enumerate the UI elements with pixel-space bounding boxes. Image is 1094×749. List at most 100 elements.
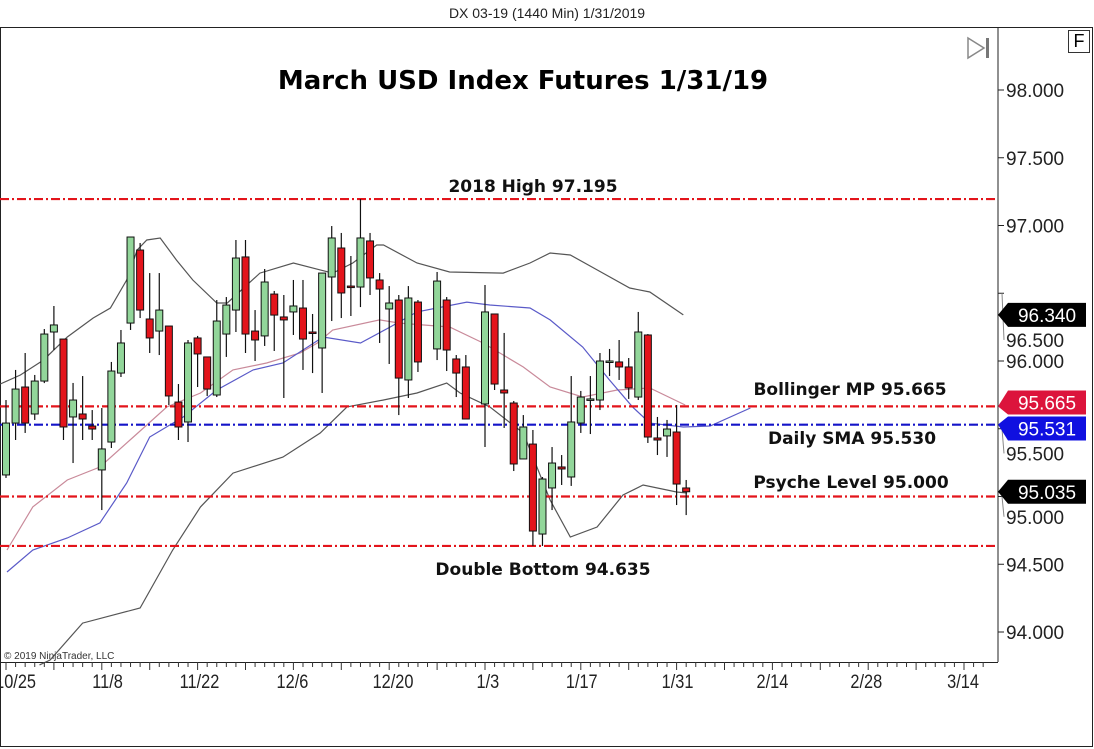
level-label: Double Bottom 94.635 [435,560,650,580]
candle-body [586,398,595,401]
candle-body [576,396,585,424]
y-tick-label: 97.000 [1006,217,1064,238]
chart-frame [0,27,1093,747]
candle [394,295,403,416]
x-tick-label: 1/31 [662,671,694,692]
candle-body [222,304,231,335]
candle [279,295,288,398]
price-marker: 96.340 [998,302,1086,327]
candle-body [231,257,240,311]
candle [212,300,221,398]
candle [413,300,422,372]
price-marker-badge [998,416,1086,441]
candle-body [481,311,489,405]
x-tick-label: 11/22 [180,671,220,692]
candle-body [30,380,39,415]
candle-body [538,478,547,535]
candle-body [509,402,518,465]
bollinger-lower-line [39,382,688,666]
candle [500,332,509,428]
chart-title: March USD Index Futures 1/31/19 [278,66,768,96]
candle-body [136,249,145,311]
candle-body [375,279,384,290]
y-tick-label: 96.000 [1006,352,1064,373]
y-tick-label: 97.500 [1006,149,1064,170]
candle-body [289,305,298,313]
candle [270,290,279,351]
candle-body [663,428,672,437]
candle-body [615,361,624,368]
candle-body [260,281,269,337]
f-button[interactable]: F [1068,30,1090,53]
candle [97,408,106,511]
candle [318,272,327,393]
window-header: DX 03-19 (1440 Min) 1/31/2019 [448,5,646,21]
candle-body [624,366,633,389]
candle [452,355,461,398]
candle-body [548,462,557,489]
candle-body [11,388,20,424]
candle [21,353,30,433]
candle-body [49,324,58,333]
candle-body [212,320,221,396]
x-tick-label: 2/14 [757,671,789,692]
x-tick-label: 11/8 [92,671,123,692]
candle [78,376,87,440]
candle [615,339,624,380]
y-tick-label: 95.000 [1006,508,1064,529]
skip-to-end-icon[interactable] [967,36,989,60]
candle-body [433,280,442,350]
candle-body [404,297,413,381]
candle [346,255,355,317]
candle-body [318,272,327,349]
candle-body [270,293,279,316]
candle [366,232,375,296]
candle-body [251,330,260,341]
candle-body [337,247,346,294]
candle [174,384,183,440]
candle-body [385,302,394,310]
candle-body [643,334,652,438]
candle-body [88,425,97,430]
y-tick-label: 94.500 [1006,555,1064,576]
price-marker: 95.035 [998,479,1086,504]
candle-body [356,237,365,288]
candle [308,313,317,374]
candle [88,410,97,440]
candle [672,405,681,506]
candle [193,335,202,388]
candle-body [595,360,604,401]
candle-body [174,401,183,428]
price-marker-text: 95.665 [1018,393,1076,414]
y-tick-label: 96.500 [1006,331,1064,352]
x-tick-label: 10/25 [0,671,36,692]
candle [385,286,394,364]
candle [509,400,518,472]
candle-body [116,342,125,374]
candle-body [203,356,212,390]
candle [624,358,633,399]
candle [69,382,78,464]
candle-body [69,399,78,418]
candle-body [184,342,193,423]
candle [49,305,58,351]
candle [548,447,557,511]
candle [126,236,135,330]
candle-body [366,240,375,279]
candle-body [308,331,317,335]
x-tick-label: 12/20 [373,671,414,692]
candle-body [193,337,202,355]
candle [136,242,145,319]
candle [30,374,39,420]
candle [155,273,164,356]
candle-body [605,360,614,363]
candle-body [557,466,566,470]
candle [653,416,662,456]
candle [519,415,528,460]
candle [164,325,173,406]
candle [107,361,116,448]
candle-body [567,421,576,478]
bollinger-upper-line [0,237,684,385]
candle [557,455,566,485]
candle [116,329,125,377]
